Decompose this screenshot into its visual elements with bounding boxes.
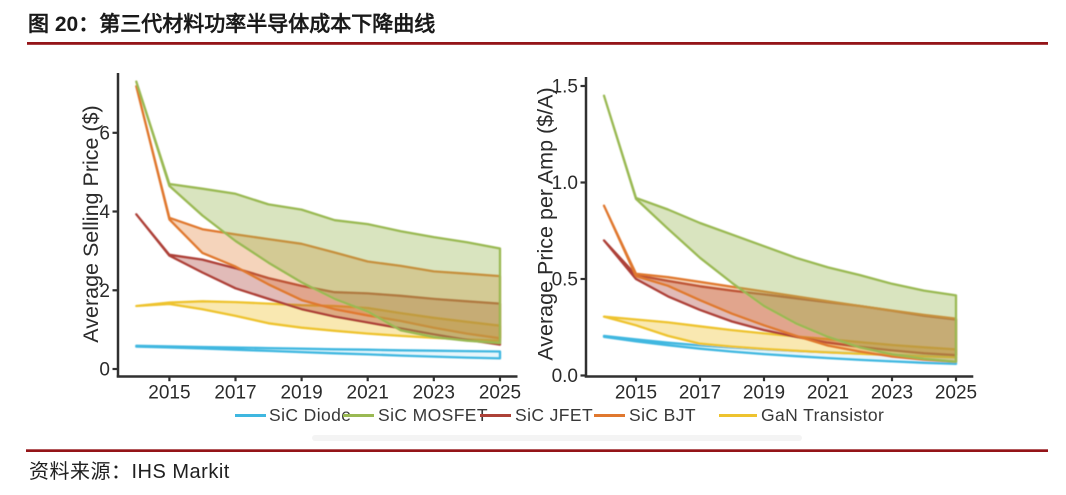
svg-text:2015: 2015 — [615, 383, 657, 404]
svg-text:1.0: 1.0 — [552, 173, 578, 194]
svg-text:2025: 2025 — [479, 383, 521, 404]
svg-text:2023: 2023 — [871, 383, 913, 404]
svg-text:6: 6 — [99, 124, 110, 145]
svg-text:2023: 2023 — [413, 383, 455, 404]
svg-text:SiC BJT: SiC BJT — [629, 405, 696, 425]
svg-text:SiC JFET: SiC JFET — [515, 405, 593, 425]
svg-text:0: 0 — [99, 360, 110, 381]
svg-text:2019: 2019 — [280, 383, 322, 404]
svg-text:GaN Transistor: GaN Transistor — [761, 405, 884, 425]
svg-text:Average Price per Amp ($/A): Average Price per Amp ($/A) — [534, 87, 558, 360]
svg-text:Average Selling Price ($): Average Selling Price ($) — [79, 105, 103, 342]
svg-text:2021: 2021 — [807, 383, 849, 404]
svg-text:0.0: 0.0 — [552, 366, 578, 387]
svg-text:资料来源：IHS Markit: 资料来源：IHS Markit — [29, 460, 230, 483]
svg-text:2017: 2017 — [679, 383, 721, 404]
svg-text:2: 2 — [99, 281, 110, 302]
svg-text:2017: 2017 — [214, 383, 256, 404]
svg-text:2019: 2019 — [743, 383, 785, 404]
svg-text:0.5: 0.5 — [552, 270, 578, 291]
svg-text:1.5: 1.5 — [552, 77, 578, 98]
svg-text:2021: 2021 — [347, 383, 389, 404]
svg-text:4: 4 — [99, 202, 110, 223]
svg-text:2015: 2015 — [148, 383, 190, 404]
svg-text:SiC MOSFET: SiC MOSFET — [378, 405, 488, 425]
svg-text:SiC Diode: SiC Diode — [269, 405, 351, 425]
svg-text:2025: 2025 — [935, 383, 977, 404]
svg-text:图 20：第三代材料功率半导体成本下降曲线: 图 20：第三代材料功率半导体成本下降曲线 — [28, 12, 435, 36]
